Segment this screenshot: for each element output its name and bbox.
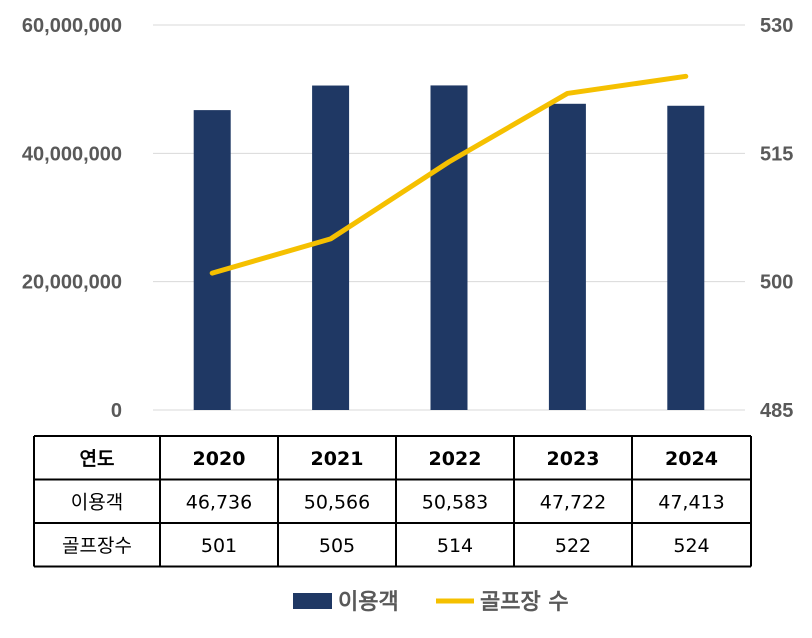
bar [430, 85, 468, 410]
y-right-tick-label: 515 [760, 143, 793, 165]
legend-label: 골프장 수 [480, 590, 569, 615]
y-right-tick-label: 530 [760, 15, 793, 37]
table-year-header: 2023 [547, 448, 600, 470]
table-year-header: 2020 [193, 448, 246, 470]
table-cell: 524 [673, 535, 709, 557]
bar [667, 105, 705, 410]
bar [312, 85, 350, 410]
bar [193, 110, 231, 411]
legend-bar-swatch [293, 593, 332, 609]
y-right-tick-label: 485 [760, 400, 793, 422]
table-year-header: 2022 [429, 448, 482, 470]
table-cell: 501 [201, 535, 237, 557]
table-cell: 514 [437, 535, 473, 557]
line-series [209, 73, 689, 276]
table-year-header: 2024 [665, 448, 718, 470]
y-right-tick-label: 500 [760, 272, 793, 294]
table-cell: 47,722 [540, 491, 606, 513]
series-line [209, 73, 689, 276]
y-axis-right: 485 500 515 530 [760, 15, 793, 422]
table-cell: 46,736 [186, 491, 252, 513]
legend: 이용객 골프장 수 [293, 590, 569, 615]
table-cell: 50,566 [304, 491, 370, 513]
data-table: 연도 2020 2021 2022 2023 2024 이용객 46,736 50,566 50,… [33, 435, 752, 568]
y-left-tick-label: 20,000,000 [22, 272, 122, 294]
table-cell: 505 [319, 535, 355, 557]
y-axis-left: 0 20,000,000 40,000,000 60,000,000 [22, 15, 122, 422]
y-left-tick-label: 60,000,000 [22, 15, 122, 37]
table-cell: 50,583 [422, 491, 488, 513]
y-left-tick-label: 0 [111, 400, 122, 422]
table-cell: 522 [555, 535, 591, 557]
table-row-label: 골프장수 [62, 535, 132, 557]
y-left-tick-label: 40,000,000 [22, 143, 122, 165]
table-cell: 47,413 [658, 491, 724, 513]
legend-label: 이용객 [338, 590, 399, 615]
table-row-label: 이용객 [71, 491, 123, 513]
table-header-label: 연도 [80, 448, 115, 470]
table-year-header: 2021 [311, 448, 364, 470]
bar [548, 103, 586, 410]
bar-series [193, 85, 705, 411]
